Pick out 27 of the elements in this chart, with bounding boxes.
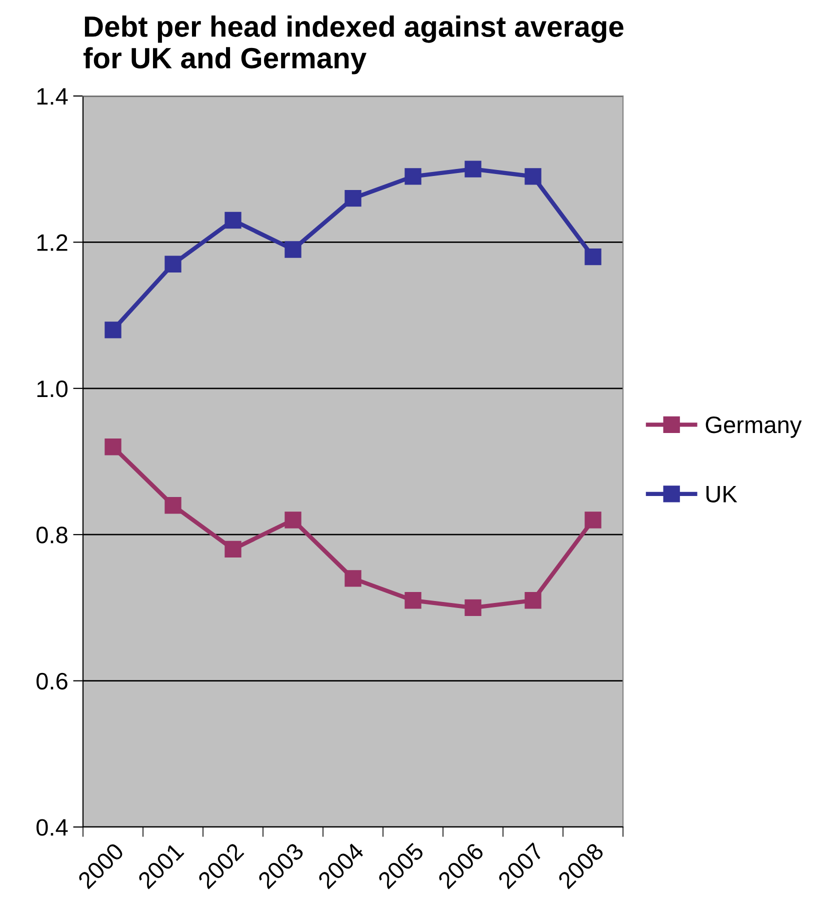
- point: [224, 212, 242, 229]
- point: [284, 512, 302, 528]
- legend-label: Germany: [706, 416, 802, 438]
- point: [464, 599, 482, 616]
- point: [164, 256, 182, 272]
- point: [584, 248, 602, 266]
- y-tick-label: 1.4: [37, 88, 68, 105]
- chart-title: Debt per head indexed against average for UK and Germany: [83, 16, 624, 74]
- point: [104, 438, 122, 456]
- point: [344, 570, 362, 587]
- point: [404, 592, 422, 609]
- point: [584, 512, 602, 528]
- point: [524, 168, 542, 185]
- y-tick-label: 0.8: [36, 526, 68, 544]
- legend-label: UK: [706, 486, 738, 502]
- point: [344, 190, 362, 207]
- point: [224, 540, 242, 558]
- point: [284, 241, 302, 258]
- point: [164, 497, 182, 514]
- y-tick-label: 0.4: [36, 819, 68, 836]
- point: [524, 592, 542, 609]
- y-tick-label: 1.2: [37, 234, 68, 251]
- point: [104, 322, 122, 338]
- point: [404, 168, 422, 185]
- point: [464, 160, 482, 178]
- y-tick-label: 1.0: [37, 380, 68, 398]
- y-tick-label: 0.6: [36, 672, 68, 690]
